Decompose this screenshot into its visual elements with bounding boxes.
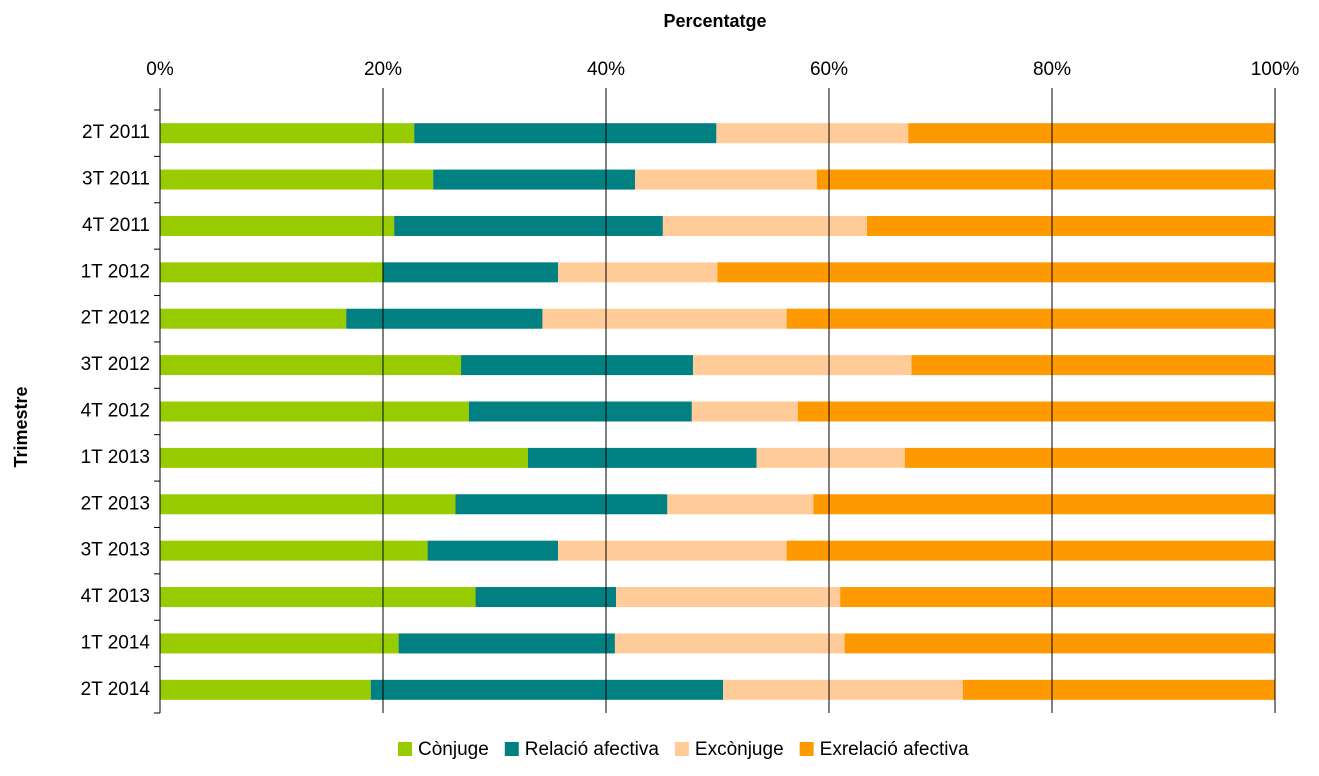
y-tick-label: 1T 2014 bbox=[81, 632, 151, 653]
bar bbox=[558, 540, 787, 561]
bar bbox=[383, 262, 559, 283]
bar bbox=[616, 587, 841, 608]
legend-label: Excònjuge bbox=[695, 739, 784, 760]
bar bbox=[911, 355, 1275, 376]
bar bbox=[427, 540, 559, 561]
legend-swatch bbox=[398, 742, 412, 756]
bar bbox=[160, 679, 371, 700]
y-tick-label: 3T 2012 bbox=[81, 354, 150, 375]
y-tick-label: 2T 2014 bbox=[81, 679, 151, 700]
bar bbox=[527, 447, 757, 468]
bar bbox=[398, 633, 615, 654]
y-tick-label: 4T 2013 bbox=[81, 586, 150, 607]
bar bbox=[394, 215, 663, 236]
legend-swatch bbox=[799, 742, 814, 756]
bar bbox=[667, 494, 814, 515]
bar bbox=[723, 679, 963, 700]
bar bbox=[370, 679, 724, 700]
y-axis-label: Trimestre bbox=[11, 386, 31, 467]
bar bbox=[461, 355, 693, 376]
bar bbox=[475, 587, 617, 608]
y-tick-label: 2T 2011 bbox=[82, 122, 150, 143]
bar bbox=[813, 494, 1275, 515]
bar bbox=[717, 262, 1275, 283]
bar bbox=[542, 308, 787, 329]
legend-label: Cònjuge bbox=[418, 739, 489, 760]
legend-label: Exrelació afectiva bbox=[820, 739, 969, 760]
bar bbox=[160, 401, 469, 422]
bar bbox=[662, 215, 867, 236]
bar bbox=[691, 401, 798, 422]
bar bbox=[786, 540, 1275, 561]
y-tick-label: 3T 2013 bbox=[81, 540, 150, 561]
x-tick-label: 0% bbox=[146, 59, 174, 80]
bar bbox=[756, 447, 905, 468]
bar bbox=[160, 215, 395, 236]
bar bbox=[614, 633, 845, 654]
y-tick-label: 3T 2011 bbox=[82, 169, 150, 190]
bar bbox=[455, 494, 668, 515]
bar bbox=[816, 169, 1275, 190]
x-tick-label: 40% bbox=[587, 59, 625, 80]
bar bbox=[866, 215, 1275, 236]
bar bbox=[160, 587, 476, 608]
bar bbox=[160, 169, 434, 190]
bar bbox=[346, 308, 543, 329]
y-tick-label: 2T 2013 bbox=[81, 493, 150, 514]
bar bbox=[468, 401, 692, 422]
bar bbox=[160, 540, 428, 561]
bar bbox=[908, 123, 1275, 144]
y-tick-label: 1T 2012 bbox=[81, 261, 150, 282]
bar bbox=[786, 308, 1275, 329]
bar bbox=[160, 262, 383, 283]
bar bbox=[558, 262, 718, 283]
bar bbox=[160, 355, 462, 376]
x-tick-label: 100% bbox=[1251, 59, 1300, 80]
bar bbox=[160, 308, 347, 329]
y-tick-label: 4T 2012 bbox=[81, 401, 150, 422]
bar bbox=[840, 587, 1275, 608]
legend-swatch bbox=[504, 742, 519, 756]
y-tick-label: 1T 2013 bbox=[81, 447, 150, 468]
y-tick-label: 2T 2012 bbox=[81, 308, 150, 329]
bar bbox=[716, 123, 909, 144]
legend-swatch bbox=[674, 742, 689, 756]
bar bbox=[414, 123, 717, 144]
bar bbox=[634, 169, 817, 190]
bar bbox=[904, 447, 1275, 468]
bar bbox=[160, 633, 399, 654]
bar bbox=[160, 447, 528, 468]
chart-title: Percentatge bbox=[663, 11, 766, 31]
bar bbox=[797, 401, 1275, 422]
bar bbox=[844, 633, 1275, 654]
x-tick-label: 60% bbox=[810, 59, 848, 80]
x-tick-label: 80% bbox=[1033, 59, 1071, 80]
bar bbox=[160, 494, 456, 515]
bar bbox=[160, 123, 415, 144]
bar bbox=[692, 355, 912, 376]
x-tick-label: 20% bbox=[364, 59, 402, 80]
y-tick-label: 4T 2011 bbox=[82, 215, 150, 236]
bar bbox=[962, 679, 1275, 700]
bar bbox=[433, 169, 635, 190]
legend-label: Relació afectiva bbox=[525, 739, 660, 760]
